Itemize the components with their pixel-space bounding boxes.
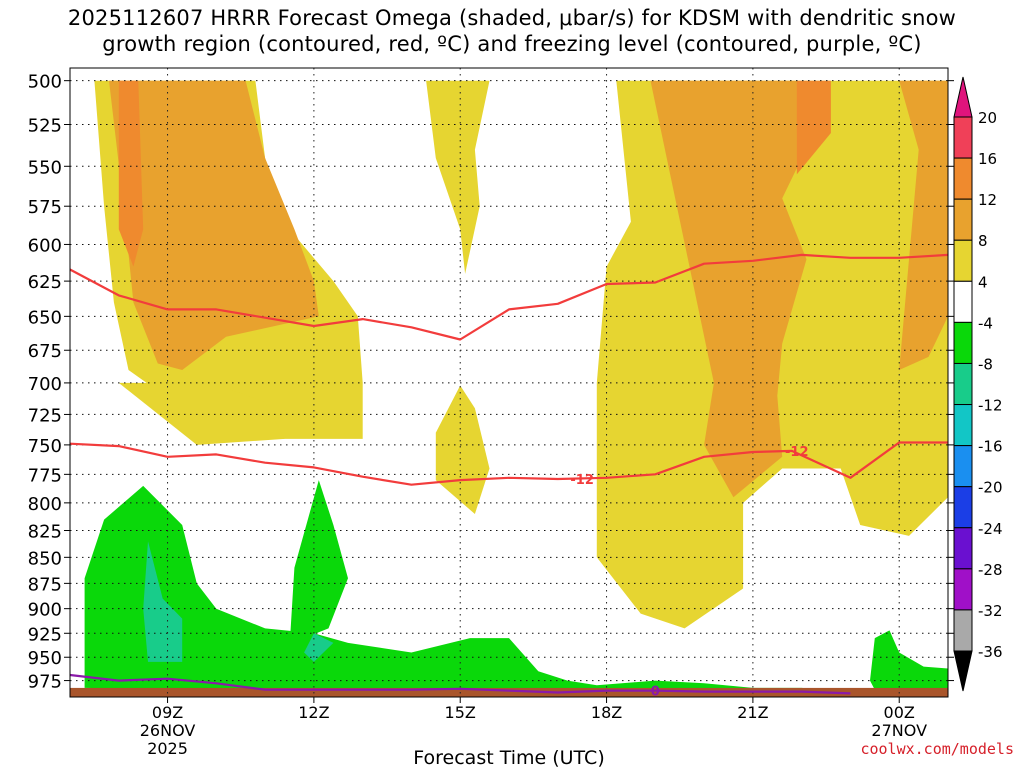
colorbar-tick-label: -4	[978, 314, 993, 332]
y-tick-label: 850	[28, 548, 62, 569]
omega-region-9	[84, 485, 822, 692]
omega-region-6	[650, 80, 948, 498]
y-tick-label: 575	[28, 197, 62, 218]
omega-region-3	[435, 385, 490, 514]
y-axis-pressure: 500 525 550 575 600 625 650 675 700 725 750 775 800 8…	[28, 72, 954, 693]
y-tick-label: 750	[28, 436, 62, 457]
colorbar-tick-label: 8	[978, 232, 988, 250]
ground-fill	[70, 687, 948, 697]
colorbar-tick-label: 12	[978, 191, 997, 209]
colorbar-bin	[953, 568, 973, 611]
contour-label-0: -12	[570, 473, 594, 488]
colorbar-bin	[953, 239, 973, 282]
ground-layer	[70, 687, 948, 697]
contour-label-2: 0	[651, 685, 660, 700]
x-tick-label: 15Z	[445, 703, 476, 722]
omega-region-12	[143, 541, 183, 662]
y-tick-label: 825	[28, 522, 62, 543]
chart-title-line-2: growth region (contoured, red, ºC) and f…	[102, 32, 922, 56]
omega-region-13	[304, 633, 334, 662]
contour-line-0	[69, 253, 949, 341]
y-tick-label: 550	[28, 157, 62, 178]
grid-lines	[70, 68, 948, 697]
x-axis-label: Forecast Time (UTC)	[413, 747, 604, 768]
y-tick-label: 925	[28, 624, 62, 645]
y-tick-label: 875	[28, 574, 62, 595]
y-tick-label: 650	[28, 307, 62, 328]
x-tick-label: 12Z	[298, 703, 329, 722]
contour-label-1: -12	[785, 445, 809, 460]
chart-title-line-1: 2025112607 HRRR Forecast Omega (shaded, …	[67, 6, 957, 30]
y-tick-label: 600	[28, 235, 62, 256]
colorbar-tick-label: -32	[978, 602, 1003, 620]
x-tick-label: 27NOV	[871, 721, 927, 740]
contour-line-2	[69, 673, 851, 695]
colorbar-tick-label: 4	[978, 273, 988, 291]
x-tick-label: 00Z	[884, 703, 915, 722]
omega-region-2	[401, 80, 490, 274]
contour-line-1	[69, 441, 948, 486]
y-tick-label: 900	[28, 600, 62, 621]
y-tick-label: 525	[28, 115, 62, 136]
y-tick-label: 800	[28, 494, 62, 515]
omega-shaded-regions	[84, 80, 948, 692]
colorbar-bin	[953, 609, 973, 652]
site-credit: coolwx.com/models	[860, 740, 1014, 758]
colorbar-bin	[953, 280, 973, 323]
y-tick-label: 975	[28, 672, 62, 693]
y-tick-label: 500	[28, 72, 62, 93]
colorbar-tick-label: -36	[978, 643, 1003, 661]
omega-region-7	[118, 80, 144, 267]
colorbar-bin	[953, 157, 973, 200]
colorbar-tick-label: -28	[978, 561, 1003, 579]
colorbar-top-arrow	[953, 76, 973, 118]
colorbar-tick-label: -24	[978, 520, 1003, 538]
colorbar-bin	[953, 404, 973, 447]
colorbar-legend: 20 16 12 8 4 -4 -8 -12 -16 -20 -24 -28 -32 -36	[953, 76, 1003, 692]
colorbar-bin	[953, 486, 973, 529]
omega-region-10	[289, 480, 348, 648]
colorbar-tick-label: -12	[978, 397, 1003, 415]
omega-region-1	[118, 382, 285, 445]
contour-lines	[69, 253, 949, 695]
x-tick-label: 26NOV	[140, 721, 196, 740]
colorbar-bin	[953, 527, 973, 570]
omega-region-11	[870, 630, 948, 690]
y-tick-label: 625	[28, 272, 62, 293]
colorbar-bin	[953, 116, 973, 159]
y-tick-label: 950	[28, 648, 62, 669]
y-tick-label: 700	[28, 374, 62, 395]
omega-region-8	[796, 80, 831, 175]
colorbar-tick-label: -8	[978, 355, 993, 373]
x-tick-label: 09Z	[152, 703, 183, 722]
colorbar-tick-label: 16	[978, 150, 997, 168]
y-tick-label: 775	[28, 465, 62, 486]
y-tick-label: 675	[28, 341, 62, 362]
x-tick-label: 18Z	[591, 703, 622, 722]
colorbar-bin	[953, 321, 973, 364]
colorbar-bin	[953, 362, 973, 406]
omega-region-5	[109, 80, 319, 370]
colorbar-tick-label: -20	[978, 479, 1003, 497]
y-tick-label: 725	[28, 405, 62, 426]
colorbar-tick-label: 20	[978, 109, 997, 127]
colorbar-bin	[953, 198, 973, 241]
x-tick-label: 2025	[147, 739, 188, 758]
contour-labels: -12 -12 0	[570, 445, 809, 700]
colorbar-bin	[953, 445, 973, 488]
colorbar-bottom-arrow	[953, 650, 973, 692]
x-tick-label: 21Z	[737, 703, 768, 722]
colorbar-tick-label: -16	[978, 438, 1003, 456]
